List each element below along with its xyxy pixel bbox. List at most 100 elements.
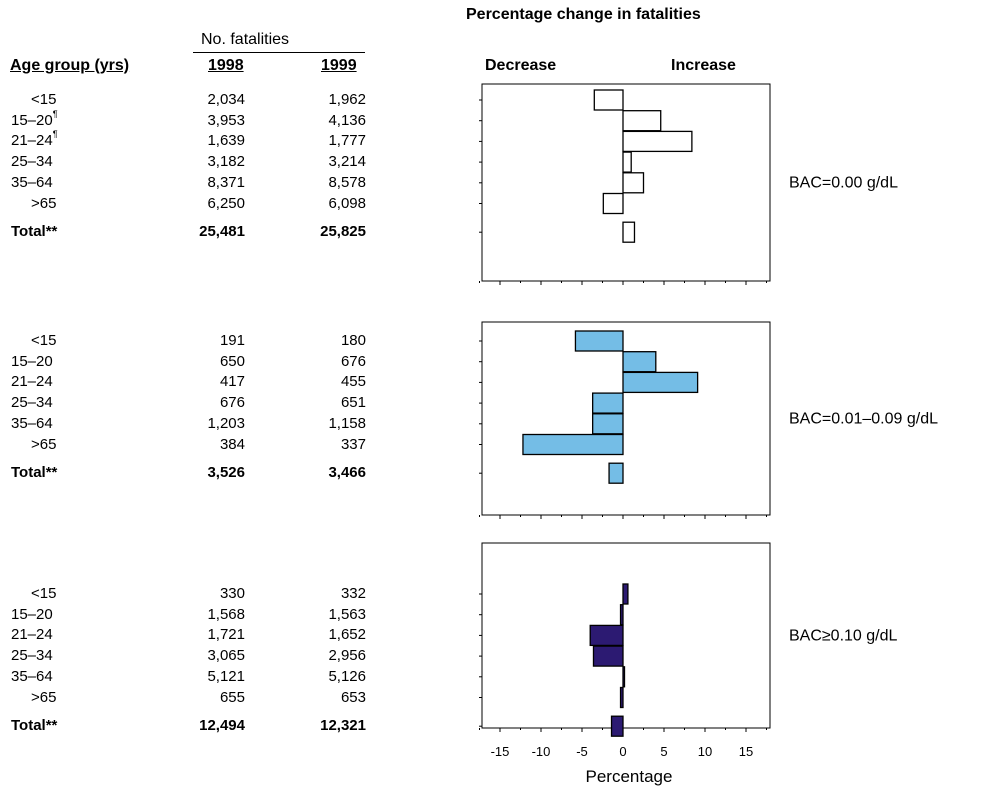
age-group-label: 15–20 <box>11 605 53 623</box>
total-label: Total** <box>11 464 58 482</box>
year-1999-header: 1999 <box>321 57 357 74</box>
age-group-label: 15–20¶ <box>11 108 58 129</box>
decrease-heading: Decrease <box>485 57 557 74</box>
bar <box>610 715 624 737</box>
fatalities-1999-cell: 2,956 <box>328 647 366 665</box>
x-tick-label: 0 <box>619 744 626 759</box>
age-group-label: 21–24 <box>11 373 53 391</box>
bar <box>622 172 645 194</box>
fatalities-1999-cell: 4,136 <box>328 111 366 129</box>
x-axis-label: Percentage <box>586 767 673 786</box>
total-label: Total** <box>11 223 58 241</box>
age-group-label: <15 <box>31 91 57 108</box>
fatalities-1999-cell: 1,652 <box>328 626 366 644</box>
fatalities-1999-cell: 1,158 <box>328 414 366 432</box>
total-1999-cell: 12,321 <box>320 717 366 735</box>
bar <box>622 666 626 688</box>
fatalities-1999-cell: 455 <box>340 373 366 391</box>
fatalities-1998-cell: 1,639 <box>207 132 245 150</box>
age-group-label: >65 <box>31 435 57 453</box>
bar <box>602 192 624 215</box>
chart-panel-frame <box>481 321 771 516</box>
series-label: BAC=0.01–0.09 g/dL <box>789 411 938 428</box>
age-group-label: 21–24 <box>11 626 53 644</box>
fatalities-1998-cell: 8,371 <box>207 173 245 191</box>
age-group-label: 25–34 <box>11 394 53 412</box>
bar <box>622 351 657 373</box>
age-group-header: Age group (yrs) <box>10 57 130 74</box>
fatalities-1999-cell: 651 <box>340 394 366 412</box>
fatalities-1999-cell: 1,563 <box>328 605 366 623</box>
age-group-label: 21–24¶ <box>11 129 58 150</box>
increase-heading: Increase <box>671 57 736 74</box>
total-1999-cell: 3,466 <box>328 464 366 482</box>
x-tick-label: -15 <box>491 744 510 759</box>
x-tick-label: 5 <box>660 744 667 759</box>
total-1999-cell: 25,825 <box>320 223 366 241</box>
bar <box>622 371 699 394</box>
fatalities-1998-cell: 417 <box>219 373 245 391</box>
bar <box>622 130 693 153</box>
fatalities-1999-cell: 676 <box>340 352 366 370</box>
fatalities-1998-cell: 3,182 <box>207 153 245 171</box>
fatalities-1999-cell: 180 <box>340 332 366 349</box>
fatalities-1998-cell: 655 <box>219 688 245 706</box>
chart-panel-frame <box>481 542 771 729</box>
bar <box>574 330 624 352</box>
bar <box>622 151 632 173</box>
age-group-label: <15 <box>31 332 57 349</box>
series-label: BAC≥0.10 g/dL <box>789 628 898 645</box>
fatalities-1999-cell: 8,578 <box>328 173 366 191</box>
fatalities-1998-cell: 650 <box>219 352 245 370</box>
age-group-label: 35–64 <box>11 414 53 432</box>
x-tick-label: 10 <box>698 744 712 759</box>
x-tick-label: -5 <box>576 744 588 759</box>
age-group-label: 25–34 <box>11 153 53 171</box>
series-label: BAC=0.00 g/dL <box>789 175 898 192</box>
fatalities-1999-cell: 332 <box>340 585 366 602</box>
chart-title: Percentage change in fatalities <box>466 6 701 23</box>
total-1998-cell: 25,481 <box>199 223 245 241</box>
bar <box>622 221 636 243</box>
fatalities-1999-cell: 1,777 <box>328 132 366 150</box>
total-1998-cell: 12,494 <box>199 717 245 735</box>
age-group-label: >65 <box>31 194 57 212</box>
fatalities-1998-cell: 5,121 <box>207 667 245 685</box>
fatalities-1998-cell: 1,721 <box>207 626 245 644</box>
fatalities-1998-cell: 2,034 <box>207 91 245 108</box>
bar <box>593 89 624 111</box>
x-tick-label: 15 <box>739 744 753 759</box>
bar <box>608 462 624 484</box>
age-group-label: 25–34 <box>11 647 53 665</box>
bar <box>589 624 624 647</box>
fatalities-1999-cell: 5,126 <box>328 667 366 685</box>
total-label: Total** <box>11 717 58 735</box>
fatalities-1998-cell: 384 <box>219 435 245 453</box>
bar <box>592 392 624 414</box>
fatalities-1998-cell: 3,953 <box>207 111 245 129</box>
bar <box>592 645 624 667</box>
fatalities-1998-cell: 330 <box>219 585 245 602</box>
fatalities-1999-cell: 1,962 <box>328 91 366 108</box>
x-tick-label: -10 <box>532 744 551 759</box>
bar <box>619 686 624 709</box>
bar <box>592 413 624 435</box>
year-1998-header: 1998 <box>208 57 244 74</box>
fatalities-1998-cell: 6,250 <box>207 194 245 212</box>
group-header-rule <box>193 52 365 53</box>
age-group-label: 35–64 <box>11 173 53 191</box>
fatalities-1999-cell: 6,098 <box>328 194 366 212</box>
age-group-label: 35–64 <box>11 667 53 685</box>
fatalities-1998-cell: 191 <box>219 332 245 349</box>
age-group-label: >65 <box>31 688 57 706</box>
fatalities-1998-cell: 3,065 <box>207 647 245 665</box>
age-group-label: 15–20 <box>11 352 53 370</box>
bar <box>619 604 624 626</box>
fatalities-1998-cell: 1,203 <box>207 414 245 432</box>
age-group-label: <15 <box>31 585 57 602</box>
footnote-mark: ¶ <box>52 108 58 119</box>
table-group-header: No. fatalities <box>201 31 290 48</box>
fatalities-1998-cell: 676 <box>219 394 245 412</box>
footnote-mark: ¶ <box>52 129 58 140</box>
